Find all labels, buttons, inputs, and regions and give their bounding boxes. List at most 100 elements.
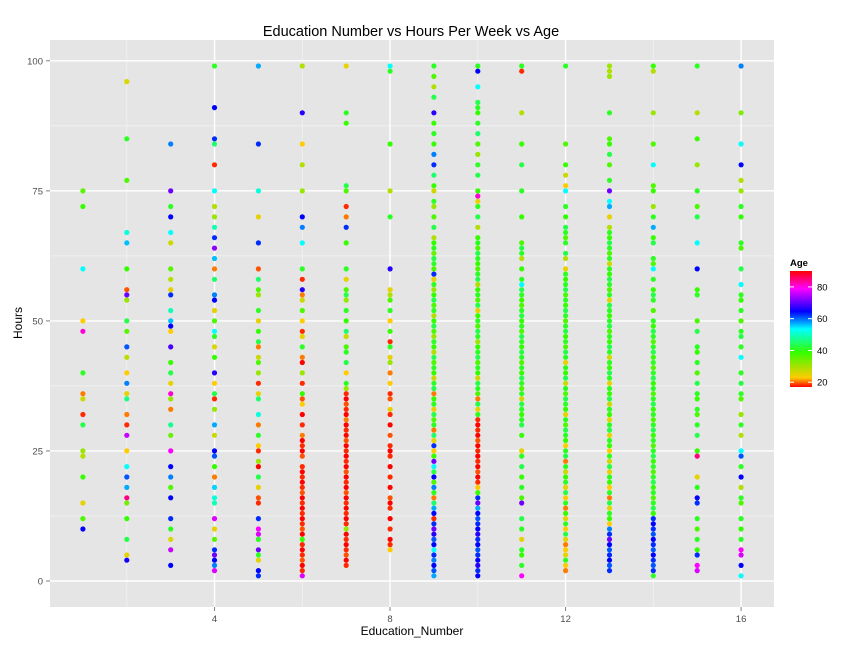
data-point <box>606 391 613 397</box>
data-point <box>431 510 437 516</box>
data-point <box>431 240 437 246</box>
data-point <box>431 526 437 532</box>
data-point <box>343 547 349 553</box>
data-point <box>431 198 437 204</box>
data-point <box>387 266 393 272</box>
data-point <box>650 458 656 464</box>
data-point <box>475 411 481 418</box>
data-point <box>738 432 744 438</box>
data-point <box>475 151 481 157</box>
data-point <box>606 281 613 288</box>
data-point <box>431 573 437 579</box>
data-point <box>343 240 349 246</box>
data-point <box>475 380 481 386</box>
data-point <box>387 411 393 418</box>
data-point <box>606 516 613 522</box>
data-point <box>387 495 393 501</box>
data-point <box>519 406 525 412</box>
data-point <box>475 333 481 340</box>
data-point <box>563 547 569 553</box>
data-point <box>606 141 613 147</box>
data-point <box>168 448 174 454</box>
data-point <box>650 162 656 168</box>
data-point <box>563 391 569 397</box>
data-point <box>343 562 349 569</box>
legend-tick-label: 40 <box>817 346 828 357</box>
data-point <box>299 443 305 449</box>
data-point <box>563 490 569 496</box>
data-point <box>387 448 393 454</box>
data-point <box>431 151 437 157</box>
data-point <box>255 380 261 386</box>
data-point <box>124 318 130 324</box>
data-point <box>606 510 613 516</box>
data-point <box>431 427 437 433</box>
data-point <box>563 437 569 444</box>
data-point <box>431 131 437 137</box>
data-point <box>606 385 613 392</box>
data-point <box>475 365 481 371</box>
data-point <box>606 110 613 116</box>
data-point <box>255 240 261 246</box>
data-point <box>563 344 569 350</box>
data-point <box>431 484 437 490</box>
data-point <box>431 375 437 381</box>
data-point <box>343 188 349 194</box>
data-point <box>387 443 393 449</box>
data-point <box>694 396 700 402</box>
data-point <box>299 328 305 334</box>
data-point <box>475 120 481 126</box>
data-point <box>299 188 305 194</box>
data-point <box>650 526 656 532</box>
data-point <box>124 448 130 454</box>
data-point <box>694 536 700 543</box>
data-point <box>606 427 613 433</box>
data-point <box>343 411 349 418</box>
data-point <box>431 307 437 314</box>
data-point <box>563 333 569 340</box>
data-point <box>519 516 525 522</box>
data-point <box>431 271 437 277</box>
data-point <box>475 255 481 262</box>
data-point <box>343 224 349 230</box>
data-point <box>255 557 261 563</box>
data-point <box>211 141 218 147</box>
data-point <box>431 235 437 241</box>
data-point <box>211 354 218 360</box>
data-point <box>299 474 305 480</box>
data-point <box>431 401 437 407</box>
data-point <box>606 63 613 69</box>
data-point <box>431 250 437 256</box>
data-point <box>343 448 349 454</box>
data-point <box>606 261 613 267</box>
data-point <box>694 359 700 366</box>
data-point <box>650 240 656 246</box>
data-point <box>431 73 437 79</box>
data-point <box>475 370 481 376</box>
data-point <box>299 63 305 69</box>
data-point <box>606 474 613 480</box>
data-point <box>694 349 700 355</box>
data-point <box>255 344 261 350</box>
data-point <box>563 318 569 324</box>
data-point <box>650 464 656 470</box>
data-point <box>475 552 481 558</box>
data-point <box>387 516 393 522</box>
data-point <box>255 292 261 298</box>
data-point <box>387 542 393 548</box>
data-point <box>694 562 700 569</box>
data-point <box>343 328 349 334</box>
data-point <box>475 437 481 444</box>
data-point <box>255 536 261 543</box>
data-point <box>387 354 393 360</box>
data-point <box>650 443 656 449</box>
data-point <box>606 521 613 527</box>
data-point <box>475 531 481 537</box>
data-point <box>211 105 218 111</box>
data-point <box>168 406 174 412</box>
data-point <box>606 255 613 262</box>
data-point <box>694 240 700 246</box>
data-point <box>387 474 393 480</box>
data-point <box>168 318 174 324</box>
data-point <box>387 344 393 350</box>
